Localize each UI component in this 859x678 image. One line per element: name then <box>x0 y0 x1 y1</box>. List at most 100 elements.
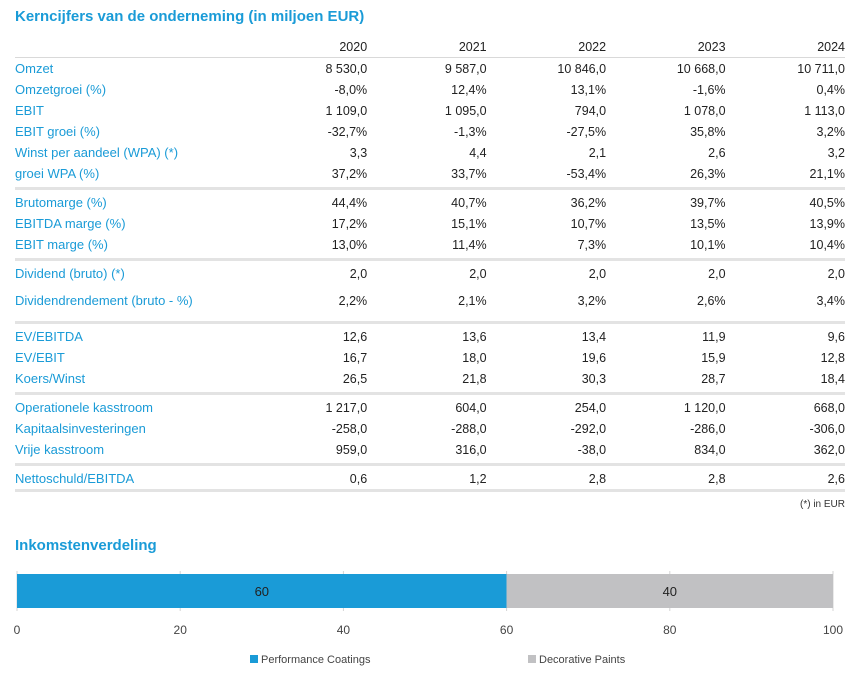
cell-value: 834,0 <box>694 442 726 457</box>
table-row: EBIT 1 109,0 1 095,0 794,0 1 078,0 1 113,0 <box>15 100 845 121</box>
group-separator <box>15 318 845 326</box>
row-label: EBIT marge (%) <box>15 237 108 252</box>
row-label: groei WPA (%) <box>15 166 100 181</box>
cell-value: 1 217,0 <box>325 400 368 415</box>
row-label: Vrije kasstroom <box>15 442 105 457</box>
cell-value: 10 846,0 <box>557 61 607 76</box>
year-header: 2024 <box>725 37 845 58</box>
cell-value: 30,3 <box>581 371 607 386</box>
table-row: groei WPA (%) 37,2% 33,7% -53,4% 26,3% 21,1% <box>15 163 845 184</box>
cell-value: -306,0 <box>809 421 845 436</box>
cell-value: 2,0 <box>827 266 845 281</box>
separator-line <box>15 389 845 397</box>
x-tick-label: 40 <box>337 623 351 637</box>
table-row: Kapitaalsinvesteringen -258,0 -288,0 -292,0… <box>15 418 845 439</box>
table-body: Omzet 8 530,0 9 587,0 10 846,0 10 668,0 10 71… <box>15 58 846 492</box>
cell-value: 3,3 <box>349 145 368 160</box>
cell-value: 28,7 <box>701 371 726 386</box>
row-label: Dividendrendement (bruto - %) <box>15 293 193 308</box>
cell-value: 9,6 <box>827 329 845 344</box>
row-label: Dividend (bruto) (*) <box>15 266 125 281</box>
year-header-row: 2020 2021 2022 2023 2024 <box>15 37 845 58</box>
separator-line <box>15 460 845 468</box>
bar-segment-performance-coatings <box>17 574 507 608</box>
income-distribution-chart: 60 40 0 20 40 60 80 100 <box>14 571 843 637</box>
cell-value: 10 668,0 <box>676 61 726 76</box>
cell-value: 2,0 <box>349 266 368 281</box>
cell-value: -38,0 <box>577 442 607 457</box>
cell-value: 1 109,0 <box>325 103 368 118</box>
row-label: Nettoschuld/EBITDA <box>15 468 242 492</box>
table-row: EV/EBITDA 12,6 13,6 13,4 11,9 9,6 <box>15 326 845 347</box>
row-label: Brutomarge (%) <box>15 195 107 210</box>
cell-value: 10,7% <box>570 216 607 231</box>
legend-label: Performance Coatings <box>261 654 371 666</box>
cell-value: 37,2% <box>331 166 368 181</box>
row-label: EV/EBITDA <box>15 329 83 344</box>
cell-value: 254,0 <box>574 400 607 415</box>
cell-value: 2,6 <box>708 145 726 160</box>
cell-value: 18,0 <box>462 350 487 365</box>
cell-value: -292,0 <box>570 421 607 436</box>
cell-value: 26,3% <box>690 166 726 181</box>
cell-value: 44,4% <box>331 195 368 210</box>
bar-segment-decorative-paints <box>506 574 833 608</box>
key-figures-table: 2020 2021 2022 2023 2024 Omzet 8 530,0 9 5… <box>15 37 845 492</box>
cell-value: 15,1% <box>451 216 487 231</box>
cell-value: 2,0 <box>708 266 726 281</box>
cell-value: 15,9 <box>701 350 726 365</box>
cell-value: -53,4% <box>566 166 607 181</box>
cell-value: 3,2% <box>816 124 846 139</box>
table-row: EBIT groei (%) -32,7% -1,3% -27,5% 35,8% 3,2% <box>15 121 845 142</box>
cell-value: 13,9% <box>809 216 845 231</box>
year-header: 2020 <box>241 37 368 58</box>
cell-value: -288,0 <box>451 421 487 436</box>
cell-value: 0,6 <box>241 468 368 492</box>
cell-value: 1 120,0 <box>683 400 726 415</box>
cell-value: 12,6 <box>342 329 368 344</box>
cell-value: 13,1% <box>570 82 607 97</box>
cell-value: 13,5% <box>690 216 726 231</box>
cell-value: 18,4 <box>820 371 845 386</box>
cell-value: 3,2 <box>827 145 845 160</box>
group-separator <box>15 460 845 468</box>
cell-value: 39,7% <box>690 195 726 210</box>
row-label: Koers/Winst <box>15 371 86 386</box>
x-tick-label: 60 <box>500 623 514 637</box>
table-row: Omzet 8 530,0 9 587,0 10 846,0 10 668,0 10 71… <box>15 58 845 80</box>
cell-value: 36,2% <box>570 195 607 210</box>
cell-value: 13,6 <box>462 329 487 344</box>
cell-value: 3,4% <box>816 294 846 308</box>
cell-value: 0,4% <box>816 82 846 97</box>
table-row: Operationele kasstroom 1 217,0 604,0 254,0 1… <box>15 397 845 418</box>
cell-value: 604,0 <box>455 400 487 415</box>
year-header: 2021 <box>367 37 487 58</box>
separator-line <box>15 184 845 192</box>
cell-value: 17,2% <box>331 216 368 231</box>
row-label: EV/EBIT <box>15 350 65 365</box>
header-blank <box>15 37 242 58</box>
cell-value: 16,7 <box>342 350 368 365</box>
cell-value: 1 078,0 <box>683 103 726 118</box>
cell-value: 2,1 <box>588 145 607 160</box>
table-row: EBITDA marge (%) 17,2% 15,1% 10,7% 13,5% 13,9… <box>15 213 845 234</box>
table-row: Nettoschuld/EBITDA 0,6 1,2 2,8 2,8 2,6 <box>15 468 845 492</box>
table-row: Dividend (bruto) (*) 2,0 2,0 2,0 2,0 2,0 <box>15 263 845 284</box>
cell-value: 10 711,0 <box>797 61 845 76</box>
table-row: Dividendrendement (bruto - %) 2,2% 2,1% 3,2… <box>15 284 845 318</box>
legend-item-decorative-paints: Decorative Paints <box>528 654 625 666</box>
cell-value: 2,6% <box>697 294 726 308</box>
cell-value: -258,0 <box>331 421 368 436</box>
separator-line <box>15 318 845 326</box>
cell-value: 3,2% <box>577 294 607 308</box>
cell-value: 668,0 <box>813 400 845 415</box>
cell-value: 2,6 <box>725 468 845 492</box>
income-title: Inkomstenverdeling <box>15 537 157 554</box>
row-label: EBIT groei (%) <box>15 124 101 139</box>
year-header: 2022 <box>486 37 607 58</box>
cell-value: -1,6% <box>692 82 726 97</box>
page-title: Kerncijfers van de onderneming (in miljo… <box>15 8 365 25</box>
cell-value: 12,8 <box>820 350 845 365</box>
legend-swatch-icon <box>250 655 258 663</box>
separator-line <box>15 255 845 263</box>
